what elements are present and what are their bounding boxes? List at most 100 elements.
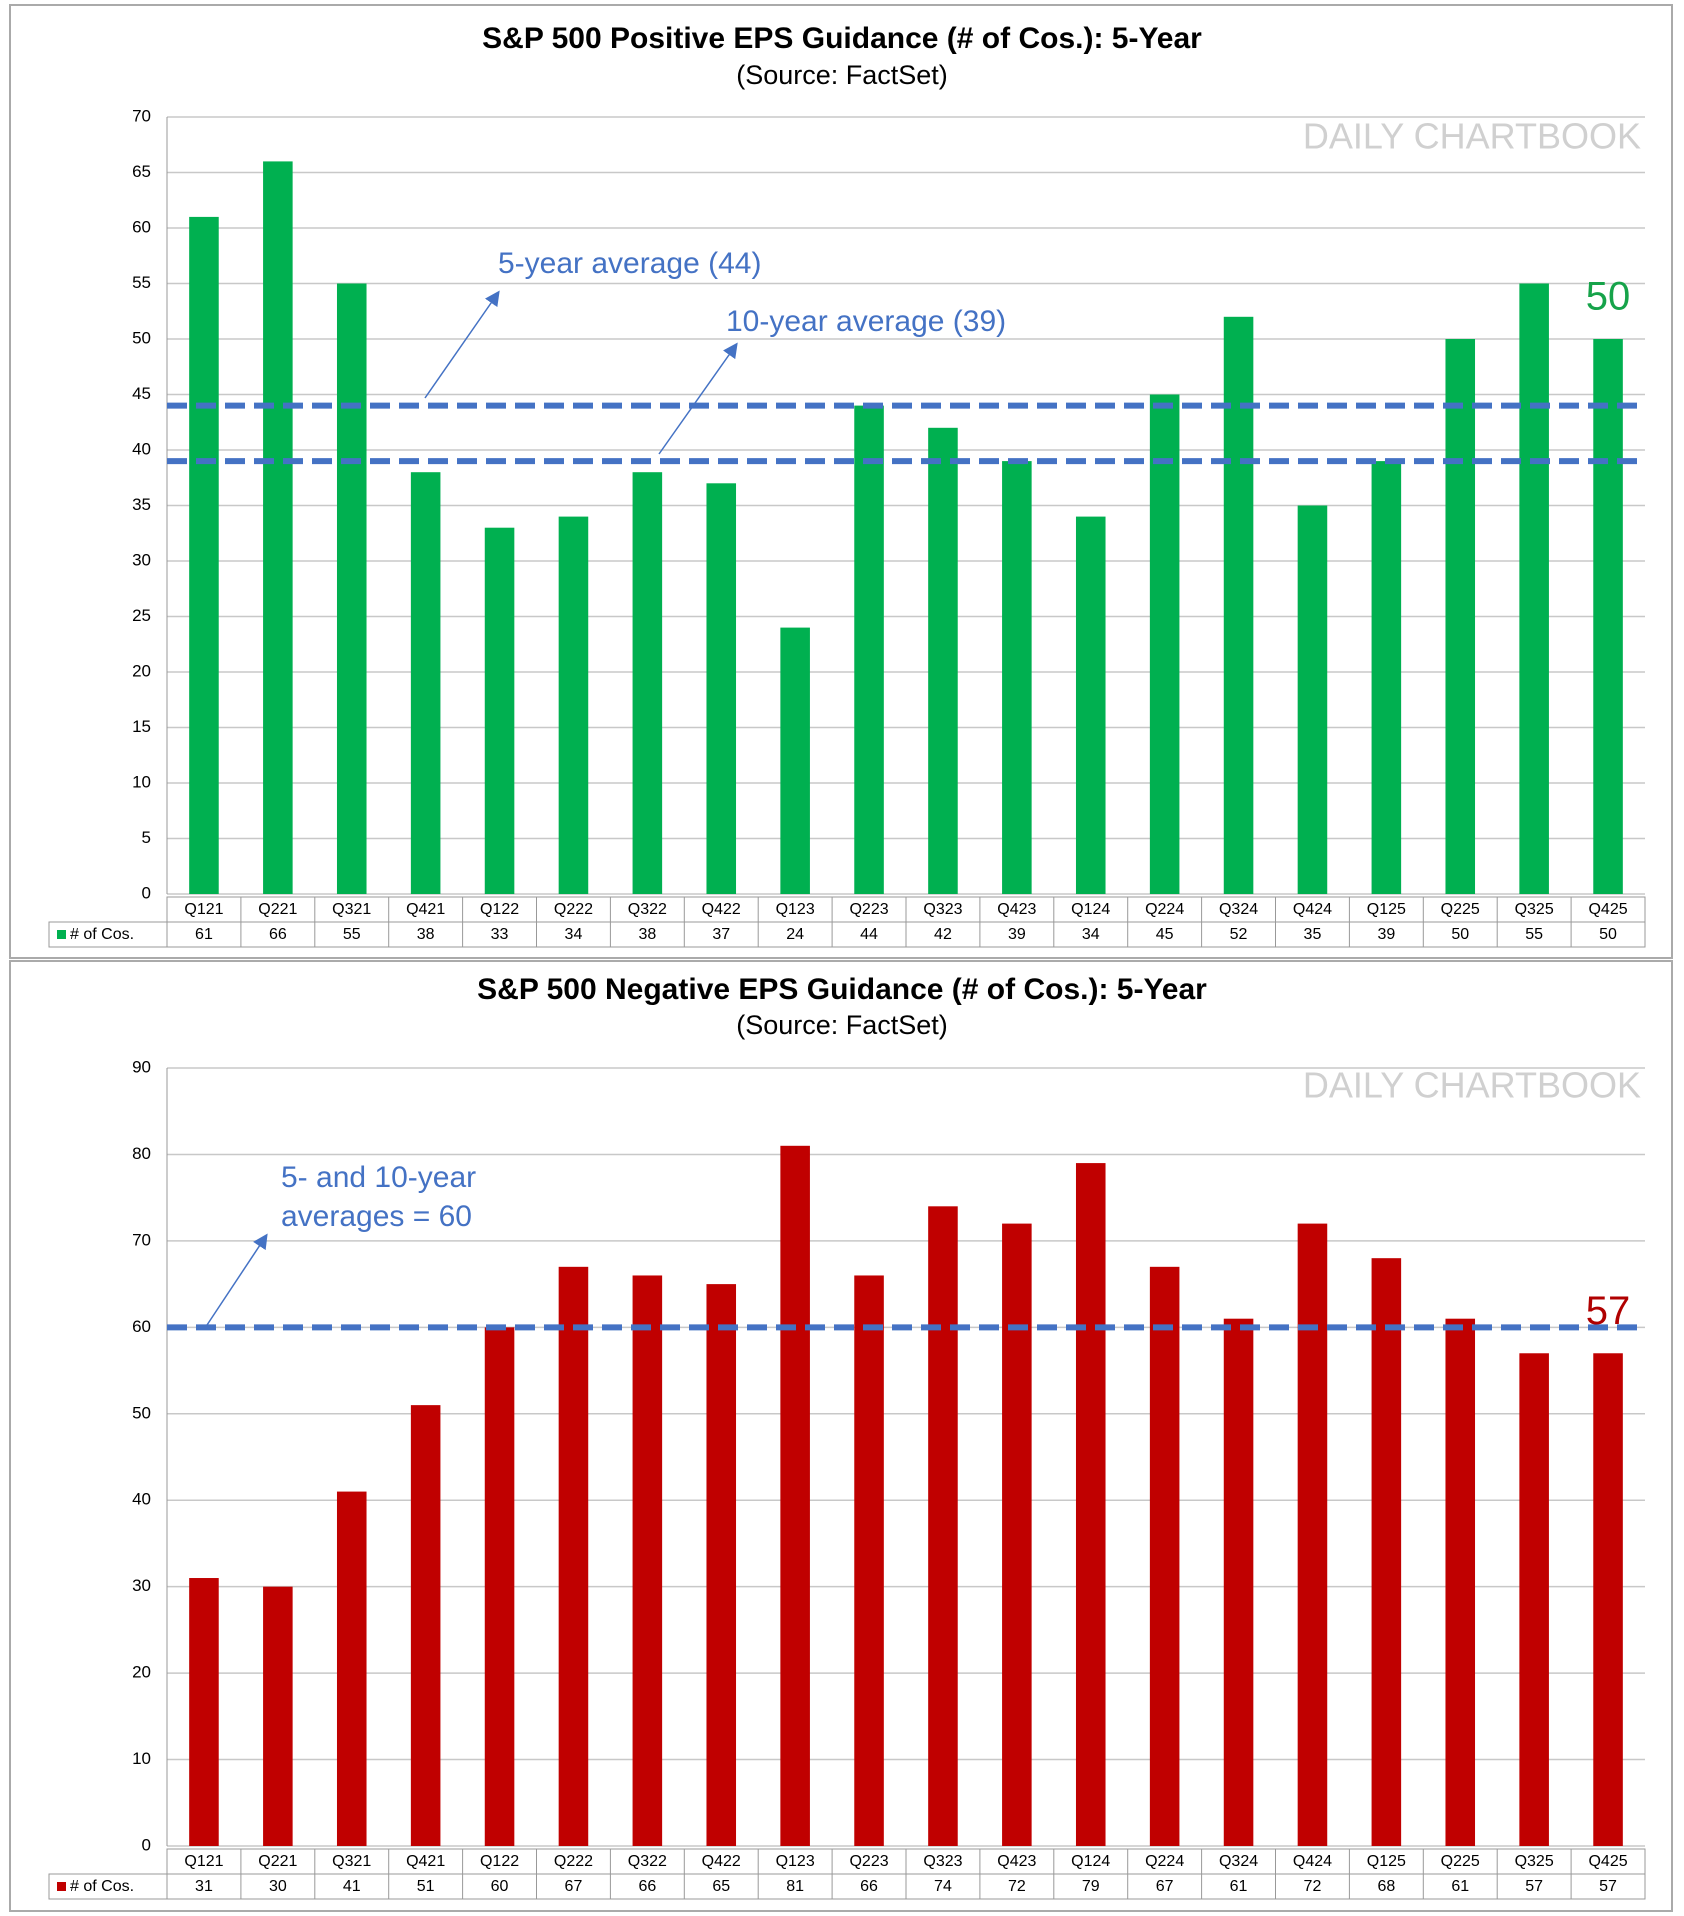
legend-label: # of Cos. — [70, 926, 134, 943]
y-tick-label: 5 — [142, 828, 151, 847]
x-tick-label: Q321 — [332, 901, 371, 918]
chart-frame — [9, 4, 1673, 959]
table-value: 50 — [1451, 926, 1469, 943]
x-tick-label: Q222 — [554, 1853, 593, 1870]
table-value: 61 — [1230, 1878, 1248, 1895]
table-value: 66 — [860, 1878, 878, 1895]
bar — [1223, 1318, 1254, 1846]
bar — [1002, 461, 1032, 894]
bar — [1371, 1258, 1402, 1846]
legend-swatch — [57, 1882, 66, 1891]
x-tick-label: Q225 — [1441, 901, 1480, 918]
x-tick-label: Q125 — [1367, 1853, 1406, 1870]
bar — [189, 216, 219, 894]
x-tick-label: Q223 — [849, 901, 888, 918]
x-tick-label: Q223 — [849, 1853, 888, 1870]
x-tick-label: Q325 — [1515, 1853, 1554, 1870]
callout: 50 — [1586, 275, 1631, 319]
y-tick-label: 30 — [132, 550, 151, 569]
table-value: 66 — [269, 926, 287, 943]
y-tick-label: 20 — [132, 1663, 151, 1682]
chart-frame — [9, 960, 1673, 1912]
table-value: 50 — [1599, 926, 1617, 943]
x-tick-label: Q322 — [628, 901, 667, 918]
y-tick-label: 60 — [132, 1317, 151, 1336]
y-tick-label: 50 — [132, 1403, 151, 1422]
bar — [1519, 1353, 1549, 1846]
y-tick-label: 40 — [132, 439, 151, 458]
bar — [1149, 394, 1180, 894]
annotation-arrow — [206, 1233, 268, 1326]
bar — [336, 1491, 367, 1846]
bar — [189, 1578, 219, 1846]
x-tick-label: Q222 — [554, 901, 593, 918]
table-value: 57 — [1599, 1878, 1617, 1895]
table-value: 79 — [1082, 1878, 1100, 1895]
table-value: 68 — [1377, 1878, 1395, 1895]
bar — [1519, 283, 1549, 894]
table-value: 39 — [1377, 926, 1395, 943]
bar — [632, 472, 663, 894]
bar — [558, 1266, 589, 1846]
bar — [263, 1586, 293, 1846]
x-tick-label: Q423 — [997, 901, 1036, 918]
bar — [484, 527, 515, 894]
annotation-arrow — [424, 290, 500, 399]
bar — [1593, 339, 1623, 894]
x-tick-label: Q224 — [1145, 901, 1184, 918]
y-tick-label: 70 — [132, 106, 151, 125]
x-tick-label: Q421 — [406, 901, 445, 918]
table-value: 67 — [565, 1878, 583, 1895]
x-tick-label: Q323 — [923, 901, 962, 918]
watermark: DAILY CHARTBOOK — [1303, 116, 1641, 157]
table-value: 31 — [195, 1878, 213, 1895]
y-tick-label: 65 — [132, 162, 151, 181]
table-value: 57 — [1525, 1878, 1543, 1895]
bar — [854, 1275, 884, 1846]
y-tick-label: 35 — [132, 495, 151, 514]
x-tick-label: Q321 — [332, 1853, 371, 1870]
x-tick-label: Q124 — [1071, 1853, 1110, 1870]
bar — [1297, 1223, 1328, 1846]
table-value: 45 — [1156, 926, 1174, 943]
bar — [410, 472, 441, 894]
bar — [706, 483, 737, 894]
x-tick-label: Q123 — [776, 901, 815, 918]
bar — [410, 1405, 441, 1846]
bar — [484, 1327, 515, 1846]
table-value: 67 — [1156, 1878, 1174, 1895]
x-tick-label: Q122 — [480, 1853, 519, 1870]
bar — [780, 1145, 810, 1846]
y-tick-label: 90 — [132, 1057, 151, 1076]
table-value: 39 — [1008, 926, 1026, 943]
annotation: 10-year average (39) — [726, 305, 1006, 338]
bar — [336, 283, 367, 894]
bar — [1149, 1266, 1180, 1846]
x-tick-label: Q325 — [1515, 901, 1554, 918]
bar — [928, 1206, 958, 1846]
table-value: 74 — [934, 1878, 952, 1895]
x-tick-label: Q123 — [776, 1853, 815, 1870]
table-value: 72 — [1008, 1878, 1026, 1895]
table-value: 52 — [1230, 926, 1248, 943]
bar — [928, 427, 958, 894]
x-tick-label: Q324 — [1219, 901, 1258, 918]
table-value: 51 — [417, 1878, 435, 1895]
x-tick-label: Q425 — [1588, 901, 1627, 918]
bar — [780, 627, 810, 894]
callout: 57 — [1586, 1289, 1631, 1333]
bar — [854, 405, 884, 894]
legend-swatch — [57, 930, 66, 939]
x-tick-label: Q122 — [480, 901, 519, 918]
y-tick-label: 70 — [132, 1230, 151, 1249]
table-value: 24 — [786, 926, 804, 943]
table-value: 33 — [491, 926, 509, 943]
table-value: 34 — [1082, 926, 1100, 943]
x-tick-label: Q322 — [628, 1853, 667, 1870]
x-tick-label: Q424 — [1293, 901, 1332, 918]
x-tick-label: Q121 — [184, 901, 223, 918]
y-tick-label: 45 — [132, 384, 151, 403]
bar — [1075, 516, 1106, 894]
annotation-arrow — [658, 342, 738, 455]
x-tick-label: Q323 — [923, 1853, 962, 1870]
